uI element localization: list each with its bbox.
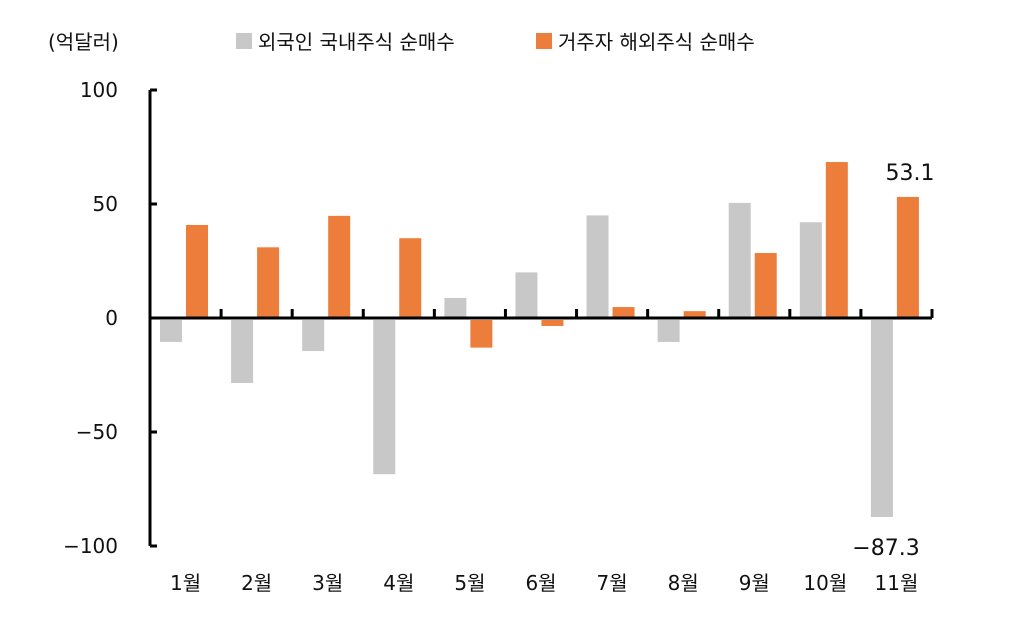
y-tick-label: 0 (105, 306, 118, 330)
bar-resident (186, 224, 208, 318)
x-tick-label: 5월 (454, 571, 485, 595)
y-tick-label: 50 (93, 192, 118, 216)
data-label-foreign-nov: −87.3 (852, 536, 919, 561)
bar-resident (896, 196, 919, 318)
x-tick-label: 4월 (383, 571, 414, 595)
bar-foreign (586, 215, 609, 318)
legend-item-foreign: 외국인 국내주식 순매수 (236, 26, 455, 55)
bar-resident (541, 320, 564, 326)
x-tick-label: 2월 (241, 571, 272, 595)
legend-swatch-orange-icon (536, 32, 552, 49)
x-tick-label: 6월 (525, 571, 556, 595)
x-tick-label: 3월 (312, 571, 343, 595)
bar-resident (470, 320, 493, 348)
x-tick-label: 11월 (875, 571, 919, 595)
y-tick-label: −50 (76, 420, 118, 444)
bar-foreign (870, 320, 893, 518)
bar-foreign (373, 320, 396, 475)
legend-item-resident: 거주자 해외주식 순매수 (536, 26, 755, 55)
bar-foreign (302, 320, 325, 352)
bar-resident (825, 162, 848, 318)
x-tick-label: 1월 (170, 571, 201, 595)
bar-resident (257, 247, 280, 318)
legend-swatch-gray-icon (236, 32, 252, 49)
legend-label: 외국인 국내주식 순매수 (258, 30, 455, 54)
y-tick-label: 100 (80, 78, 118, 102)
bar-foreign (657, 320, 680, 342)
y-tick-label: −100 (63, 534, 118, 558)
bar-resident (328, 215, 351, 318)
bar-foreign (515, 272, 538, 318)
y-axis-unit-label: (억달러) (48, 30, 119, 54)
x-tick-label: 7월 (597, 571, 628, 595)
bar-resident (399, 238, 422, 318)
legend-label: 거주자 해외주식 순매수 (558, 30, 755, 54)
bar-foreign (231, 320, 254, 383)
x-tick-label: 10월 (803, 571, 847, 595)
bar-resident (683, 311, 706, 318)
x-tick-label: 8월 (668, 571, 699, 595)
bar-foreign (444, 297, 467, 318)
bar-resident (612, 307, 635, 318)
bar-foreign (799, 222, 822, 318)
data-label-resident-nov: 53.1 (886, 161, 935, 186)
bar-foreign (160, 320, 182, 342)
bar-resident (754, 253, 777, 318)
bar-foreign (728, 202, 751, 318)
x-tick-label: 9월 (739, 571, 770, 595)
